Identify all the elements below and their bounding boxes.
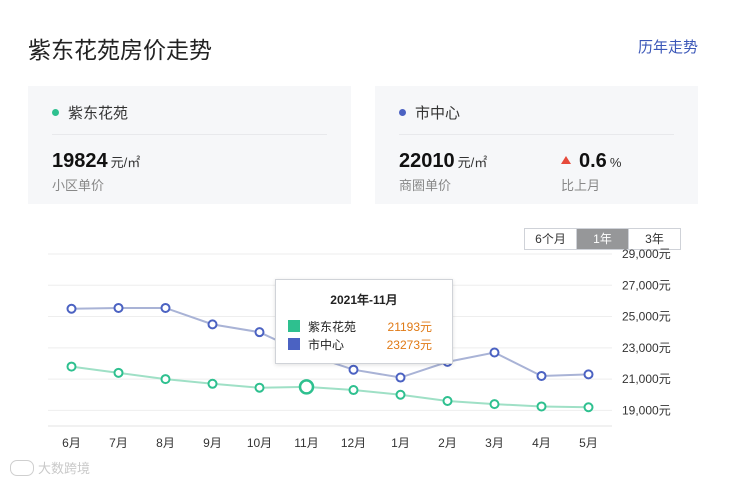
tooltip-series-name: 紫东花苑 xyxy=(308,319,357,334)
data-point xyxy=(583,369,594,380)
y-tick-label: 29,000元 xyxy=(622,247,671,261)
x-tick-label: 3月 xyxy=(485,436,504,450)
tooltip-title: 2021年-11月 xyxy=(330,293,398,307)
data-point xyxy=(348,385,359,396)
data-point xyxy=(207,378,218,389)
x-tick-label: 1月 xyxy=(391,436,410,450)
city-card-header: 市中心 xyxy=(399,102,460,123)
city-price-unit: 元/㎡ xyxy=(457,155,488,170)
community-dot-icon xyxy=(52,109,59,116)
community-price-unit: 元/㎡ xyxy=(110,155,141,170)
history-trend-link[interactable]: 历年走势 xyxy=(637,39,698,56)
data-point xyxy=(254,327,265,338)
data-point xyxy=(66,361,77,372)
city-name: 市中心 xyxy=(415,105,461,122)
data-point xyxy=(536,401,547,412)
month-change-stat: 0.6% 比上月 xyxy=(561,150,621,194)
city-price-caption: 商圈单价 xyxy=(399,178,452,193)
data-point xyxy=(583,402,594,413)
city-dot-icon xyxy=(399,109,406,116)
data-point xyxy=(113,302,124,313)
page-title: 紫东花苑房价走势 xyxy=(28,37,212,63)
community-name: 紫东花苑 xyxy=(68,105,129,122)
tab-3-years[interactable]: 3年 xyxy=(628,229,680,249)
data-point xyxy=(160,374,171,385)
month-change-value: 0.6 xyxy=(579,150,607,172)
data-point xyxy=(254,382,265,393)
y-tick-label: 27,000元 xyxy=(622,278,671,292)
x-tick-label: 6月 xyxy=(62,436,81,450)
community-price-stat: 19824 元/㎡ 小区单价 xyxy=(52,150,140,194)
x-tick-label: 9月 xyxy=(203,436,222,450)
data-point xyxy=(348,364,359,375)
x-tick-label: 4月 xyxy=(532,436,551,450)
divider xyxy=(52,134,327,135)
community-price-caption: 小区单价 xyxy=(52,178,105,193)
x-tick-label: 2月 xyxy=(438,436,457,450)
tooltip-series-name: 市中心 xyxy=(308,337,345,352)
y-tick-label: 19,000元 xyxy=(622,403,671,417)
tooltip-series-value: 23273元 xyxy=(386,337,432,352)
tooltip-row-community: 紫东花苑 21193元 xyxy=(288,318,432,334)
month-change-unit: % xyxy=(609,155,622,170)
x-tick-label: 11月 xyxy=(294,436,318,450)
data-point xyxy=(160,302,171,313)
data-point xyxy=(489,399,500,410)
chart-tooltip: 2021年-11月 紫东花苑 21193元 市中心 23273元 xyxy=(275,279,453,364)
data-point xyxy=(536,370,547,381)
community-price-value: 19824 xyxy=(52,150,108,172)
x-tick-label: 12月 xyxy=(341,436,366,450)
data-point xyxy=(489,347,500,358)
divider xyxy=(399,134,674,135)
x-tick-label: 5月 xyxy=(579,436,598,450)
month-change-caption: 比上月 xyxy=(561,178,601,193)
city-price-value: 22010 xyxy=(399,150,455,172)
x-tick-label: 8月 xyxy=(156,436,175,450)
x-tick-label: 7月 xyxy=(109,436,128,450)
data-point xyxy=(66,303,77,314)
tooltip-series-value: 21193元 xyxy=(387,319,432,334)
watermark-logo-icon xyxy=(10,459,34,476)
data-point xyxy=(113,367,124,378)
tab-6-months[interactable]: 6个月 xyxy=(525,229,576,249)
community-card-header: 紫东花苑 xyxy=(52,102,128,123)
tooltip-swatch-community xyxy=(288,320,300,332)
community-price-card: 紫东花苑 19824 元/㎡ 小区单价 xyxy=(28,86,351,204)
tooltip-swatch-city xyxy=(288,338,300,350)
watermark-text: 大数跨境 xyxy=(38,461,91,476)
y-tick-label: 23,000元 xyxy=(622,341,671,355)
x-tick-label: 10月 xyxy=(247,436,272,450)
y-tick-label: 21,000元 xyxy=(622,372,671,386)
data-point xyxy=(442,395,453,406)
tooltip-row-city: 市中心 23273元 xyxy=(288,336,432,352)
arrow-up-icon xyxy=(561,156,571,164)
data-point xyxy=(207,319,218,330)
series-line xyxy=(71,365,589,409)
data-point xyxy=(395,372,406,383)
city-price-stat: 22010 元/㎡ 商圈单价 xyxy=(399,150,487,194)
tab-1-year[interactable]: 1年 xyxy=(576,229,628,249)
data-point xyxy=(298,379,315,395)
data-point xyxy=(395,389,406,400)
watermark: 大数跨境 xyxy=(10,458,90,477)
range-tabs: 6个月 1年 3年 xyxy=(524,228,681,250)
y-tick-label: 25,000元 xyxy=(622,310,671,324)
city-center-price-card: 市中心 22010 元/㎡ 商圈单价 0.6% 比上月 xyxy=(375,86,698,204)
